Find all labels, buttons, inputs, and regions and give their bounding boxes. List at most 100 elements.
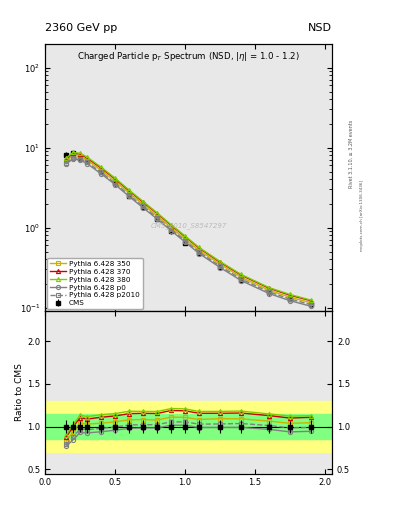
Pythia 6.428 350 [309,300,314,306]
Pythia 6.428 p2010 [183,238,187,244]
Pythia 6.428 380 [155,210,160,216]
Pythia 6.428 p0 [169,228,173,234]
Pythia 6.428 350 [288,294,292,301]
Pythia 6.428 p0 [85,161,90,167]
Pythia 6.428 p2010 [127,192,132,198]
Pythia 6.428 370 [288,292,292,298]
Pythia 6.428 p0 [113,182,118,188]
Pythia 6.428 380 [239,271,244,278]
Pythia 6.428 350 [71,152,75,158]
Pythia 6.428 370 [141,199,145,205]
Pythia 6.428 p2010 [155,215,160,221]
Pythia 6.428 p0 [64,161,68,167]
Pythia 6.428 p0 [78,157,83,163]
Legend: Pythia 6.428 350, Pythia 6.428 370, Pythia 6.428 380, Pythia 6.428 p0, Pythia 6.: Pythia 6.428 350, Pythia 6.428 370, Pyth… [48,258,143,309]
Pythia 6.428 p2010 [309,302,314,308]
Pythia 6.428 p0 [99,171,103,177]
Bar [45,401,332,452]
Pythia 6.428 370 [169,222,173,228]
Pythia 6.428 380 [288,291,292,297]
Pythia 6.428 380 [267,285,272,291]
Pythia 6.428 p2010 [99,169,103,176]
Pythia 6.428 p0 [197,250,202,257]
Pythia 6.428 p0 [155,216,160,222]
Text: 2360 GeV pp: 2360 GeV pp [45,23,118,33]
Pythia 6.428 350 [155,213,160,219]
Pythia 6.428 380 [113,175,118,181]
Pythia 6.428 380 [183,233,187,239]
Pythia 6.428 350 [141,201,145,207]
Pythia 6.428 370 [155,210,160,217]
Text: Charged Particle p$_T$ Spectrum (NSD, $|\eta|$ = 1.0 - 1.2): Charged Particle p$_T$ Spectrum (NSD, $|… [77,50,300,63]
Text: Rivet 3.1.10, ≥ 3.2M events: Rivet 3.1.10, ≥ 3.2M events [349,119,354,188]
Pythia 6.428 370 [309,297,314,304]
Line: Pythia 6.428 380: Pythia 6.428 380 [64,151,313,302]
Pythia 6.428 350 [64,158,68,164]
Pythia 6.428 p0 [218,265,222,271]
Pythia 6.428 p2010 [267,289,272,295]
Pythia 6.428 380 [169,222,173,228]
Pythia 6.428 350 [78,153,83,159]
Pythia 6.428 p0 [127,194,132,200]
Pythia 6.428 p2010 [78,156,83,162]
Pythia 6.428 p2010 [113,180,118,186]
Pythia 6.428 380 [141,199,145,205]
Pythia 6.428 p2010 [85,159,90,165]
Pythia 6.428 p2010 [169,226,173,232]
Pythia 6.428 350 [267,287,272,293]
Pythia 6.428 370 [218,259,222,265]
Pythia 6.428 380 [197,244,202,250]
Pythia 6.428 370 [267,285,272,291]
Pythia 6.428 370 [127,188,132,194]
Text: mcplots.cern.ch [arXiv:1306.3436]: mcplots.cern.ch [arXiv:1306.3436] [360,180,364,250]
Pythia 6.428 380 [218,259,222,265]
Pythia 6.428 370 [78,151,83,157]
Pythia 6.428 370 [99,165,103,171]
Line: Pythia 6.428 370: Pythia 6.428 370 [64,151,313,303]
Pythia 6.428 370 [71,150,75,156]
Pythia 6.428 370 [183,233,187,240]
Pythia 6.428 p0 [141,205,145,211]
Pythia 6.428 350 [99,167,103,174]
Pythia 6.428 350 [127,190,132,196]
Line: Pythia 6.428 p2010: Pythia 6.428 p2010 [64,156,313,307]
Y-axis label: Ratio to CMS: Ratio to CMS [15,364,24,421]
Text: CMS_2010_S8547297: CMS_2010_S8547297 [151,222,227,229]
Pythia 6.428 p2010 [218,263,222,269]
Pythia 6.428 350 [218,261,222,267]
Pythia 6.428 350 [239,274,244,280]
Pythia 6.428 380 [71,150,75,156]
Pythia 6.428 380 [127,187,132,193]
Bar [45,414,332,439]
Pythia 6.428 p0 [239,278,244,284]
Pythia 6.428 p2010 [141,203,145,209]
Pythia 6.428 380 [64,155,68,161]
Pythia 6.428 350 [183,236,187,242]
Pythia 6.428 p0 [309,303,314,309]
Line: Pythia 6.428 350: Pythia 6.428 350 [64,153,313,305]
Pythia 6.428 p0 [288,297,292,304]
Text: NSD: NSD [308,23,332,33]
Pythia 6.428 p2010 [64,160,68,166]
Pythia 6.428 370 [64,156,68,162]
Pythia 6.428 380 [99,164,103,170]
Pythia 6.428 p0 [267,290,272,296]
Pythia 6.428 p2010 [71,155,75,161]
Pythia 6.428 370 [239,272,244,278]
Pythia 6.428 p2010 [197,249,202,255]
Pythia 6.428 380 [85,154,90,160]
Pythia 6.428 p0 [183,239,187,245]
Pythia 6.428 p0 [71,156,75,162]
Pythia 6.428 370 [85,155,90,161]
Pythia 6.428 350 [85,157,90,163]
Line: Pythia 6.428 p0: Pythia 6.428 p0 [64,157,313,308]
Pythia 6.428 350 [113,178,118,184]
Pythia 6.428 380 [78,150,83,156]
Pythia 6.428 p2010 [288,296,292,302]
Pythia 6.428 380 [309,297,314,303]
Pythia 6.428 350 [169,225,173,231]
Pythia 6.428 p2010 [239,276,244,282]
Pythia 6.428 370 [113,176,118,182]
Pythia 6.428 370 [197,245,202,251]
Pythia 6.428 350 [197,247,202,253]
